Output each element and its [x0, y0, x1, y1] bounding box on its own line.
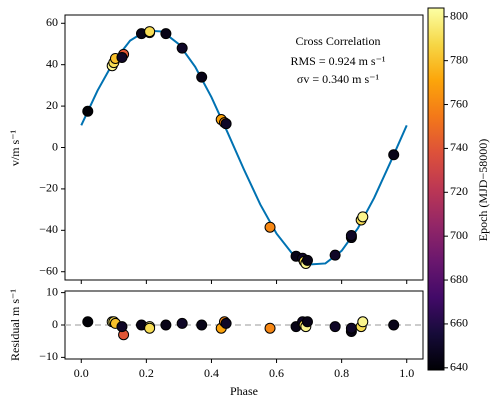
colorbar-tick-label: 760	[450, 96, 468, 110]
data-point	[357, 316, 369, 328]
data-point	[388, 149, 400, 161]
y-tick-label: 40	[46, 56, 58, 70]
data-point	[329, 321, 341, 333]
data-point	[82, 105, 94, 117]
x-tick-label: 0.0	[74, 366, 89, 380]
data-point	[264, 322, 276, 334]
data-point	[116, 51, 128, 63]
y-tick-label: −60	[39, 263, 58, 277]
data-point	[160, 28, 172, 40]
data-point	[160, 319, 172, 331]
annotation: RMS = 0.924 m s⁻¹	[290, 54, 385, 68]
y-tick-label: 0	[52, 317, 58, 331]
data-point	[301, 254, 313, 266]
colorbar-label: Epoch (MJD−58000)	[476, 139, 490, 241]
data-point	[357, 211, 369, 223]
y-axis-label: Residual m s⁻¹	[8, 289, 22, 361]
colorbar-tick-label: 720	[450, 184, 468, 198]
y-tick-label: 10	[46, 284, 58, 298]
x-tick-label: 0.4	[204, 366, 219, 380]
data-point	[144, 26, 156, 38]
data-point	[196, 319, 208, 331]
x-tick-label: 1.0	[399, 366, 414, 380]
colorbar-tick-label: 800	[450, 9, 468, 23]
data-point	[345, 229, 357, 241]
data-point	[196, 71, 208, 83]
colorbar-tick-label: 660	[450, 316, 468, 330]
data-point	[220, 118, 232, 130]
y-tick-label: −20	[39, 181, 58, 195]
data-point	[345, 322, 357, 334]
data-point	[264, 221, 276, 233]
y-tick-label: 20	[46, 98, 58, 112]
y-tick-label: −40	[39, 222, 58, 236]
x-tick-label: 0.6	[269, 366, 284, 380]
annotation: Cross Correlation	[296, 34, 381, 48]
y-axis-label: v/m s⁻¹	[8, 129, 22, 166]
data-point	[144, 322, 156, 334]
data-point	[329, 249, 341, 261]
colorbar-tick-label: 780	[450, 52, 468, 66]
data-point	[301, 316, 313, 328]
data-point	[116, 321, 128, 333]
annotation: σv = 0.340 m s⁻¹	[297, 72, 380, 86]
colorbar-tick-label: 680	[450, 272, 468, 286]
x-tick-label: 0.8	[334, 366, 349, 380]
x-tick-label: 0.2	[139, 366, 154, 380]
y-tick-label: −10	[39, 349, 58, 363]
data-point	[220, 317, 232, 329]
data-point	[176, 317, 188, 329]
colorbar-tick-label: 700	[450, 228, 468, 242]
data-point	[388, 319, 400, 331]
colorbar-tick-label: 740	[450, 140, 468, 154]
y-tick-label: 0	[52, 139, 58, 153]
colorbar-tick-label: 640	[450, 360, 468, 374]
x-axis-label: Phase	[230, 384, 258, 398]
data-point	[176, 42, 188, 54]
y-tick-label: 60	[46, 15, 58, 29]
colorbar	[427, 7, 445, 371]
data-point	[82, 316, 94, 328]
